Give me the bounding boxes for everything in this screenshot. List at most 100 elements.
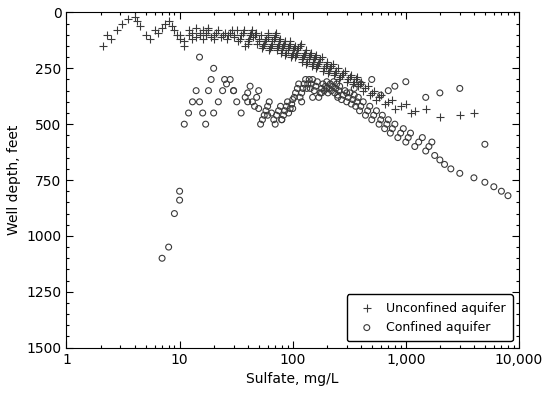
Confined aquifer [320, 88, 329, 94]
Unconfined aquifer [278, 43, 287, 49]
Unconfined aquifer [311, 54, 320, 60]
Confined aquifer [302, 85, 311, 92]
Unconfined aquifer [209, 36, 218, 42]
Confined aquifer [252, 94, 261, 101]
Confined aquifer [402, 79, 410, 85]
Confined aquifer [384, 117, 393, 123]
Unconfined aquifer [326, 65, 335, 72]
Unconfined aquifer [315, 59, 323, 65]
Unconfined aquifer [274, 40, 283, 47]
Confined aquifer [339, 92, 348, 98]
Unconfined aquifer [204, 25, 213, 31]
Unconfined aquifer [273, 43, 282, 49]
Confined aquifer [226, 76, 235, 83]
Confined aquifer [301, 76, 310, 83]
Confined aquifer [372, 108, 381, 114]
Unconfined aquifer [212, 29, 221, 36]
Confined aquifer [331, 85, 340, 92]
Confined aquifer [367, 117, 376, 123]
Unconfined aquifer [170, 27, 179, 33]
Unconfined aquifer [107, 36, 116, 42]
Confined aquifer [427, 139, 436, 145]
Unconfined aquifer [103, 32, 112, 38]
Confined aquifer [356, 81, 365, 87]
Confined aquifer [201, 121, 210, 127]
Unconfined aquifer [305, 54, 314, 60]
Unconfined aquifer [118, 20, 127, 27]
Confined aquifer [447, 166, 455, 172]
Unconfined aquifer [265, 47, 274, 53]
Confined aquifer [308, 94, 317, 101]
Unconfined aquifer [314, 61, 323, 67]
Unconfined aquifer [273, 45, 282, 51]
Unconfined aquifer [282, 50, 291, 56]
Unconfined aquifer [276, 50, 285, 56]
Confined aquifer [396, 130, 405, 136]
Confined aquifer [399, 125, 408, 132]
Confined aquifer [188, 99, 197, 105]
Unconfined aquifer [251, 29, 260, 36]
Confined aquifer [345, 90, 354, 96]
Unconfined aquifer [387, 96, 396, 103]
Unconfined aquifer [192, 25, 201, 31]
Confined aquifer [353, 99, 361, 105]
Confined aquifer [276, 103, 285, 109]
Unconfined aquifer [222, 36, 231, 42]
Unconfined aquifer [226, 29, 235, 36]
Unconfined aquifer [342, 79, 351, 85]
Unconfined aquifer [250, 32, 259, 38]
Unconfined aquifer [262, 36, 271, 42]
Confined aquifer [279, 112, 288, 118]
Confined aquifer [207, 76, 216, 83]
Unconfined aquifer [287, 52, 296, 58]
Y-axis label: Well depth, feet: Well depth, feet [7, 125, 21, 235]
Confined aquifer [308, 76, 317, 83]
Unconfined aquifer [158, 25, 167, 31]
Unconfined aquifer [327, 63, 336, 69]
Unconfined aquifer [249, 34, 258, 40]
Unconfined aquifer [246, 32, 255, 38]
Unconfined aquifer [320, 65, 329, 72]
Unconfined aquifer [175, 32, 184, 38]
Confined aquifer [286, 105, 295, 112]
Confined aquifer [310, 88, 318, 94]
Confined aquifer [436, 157, 444, 163]
Unconfined aquifer [470, 110, 478, 116]
Unconfined aquifer [272, 47, 281, 53]
Unconfined aquifer [98, 43, 107, 49]
Unconfined aquifer [146, 36, 155, 42]
Confined aquifer [322, 85, 331, 92]
Confined aquifer [440, 161, 449, 167]
Unconfined aquifer [402, 101, 410, 107]
Unconfined aquifer [248, 27, 257, 33]
Confined aquifer [236, 110, 245, 116]
Unconfined aquifer [295, 43, 304, 49]
Confined aquifer [455, 170, 464, 176]
Unconfined aquifer [264, 29, 273, 36]
Unconfined aquifer [361, 85, 370, 92]
Confined aquifer [342, 99, 351, 105]
Confined aquifer [248, 99, 257, 105]
Unconfined aquifer [336, 74, 344, 81]
Confined aquifer [254, 88, 263, 94]
Confined aquifer [504, 193, 513, 199]
Unconfined aquifer [293, 47, 302, 53]
Confined aquifer [199, 110, 207, 116]
Unconfined aquifer [238, 29, 247, 36]
Confined aquifer [414, 139, 423, 145]
Confined aquifer [490, 184, 498, 190]
Confined aquifer [288, 105, 297, 112]
Confined aquifer [355, 108, 364, 114]
Confined aquifer [229, 88, 238, 94]
Confined aquifer [315, 94, 323, 101]
Confined aquifer [326, 81, 335, 87]
Unconfined aquifer [300, 50, 309, 56]
Unconfined aquifer [184, 32, 193, 38]
Confined aquifer [329, 79, 338, 85]
Unconfined aquifer [113, 27, 122, 33]
Confined aquifer [313, 79, 322, 85]
Confined aquifer [384, 88, 393, 94]
Confined aquifer [356, 103, 365, 109]
Unconfined aquifer [161, 20, 170, 27]
Unconfined aquifer [289, 45, 298, 51]
